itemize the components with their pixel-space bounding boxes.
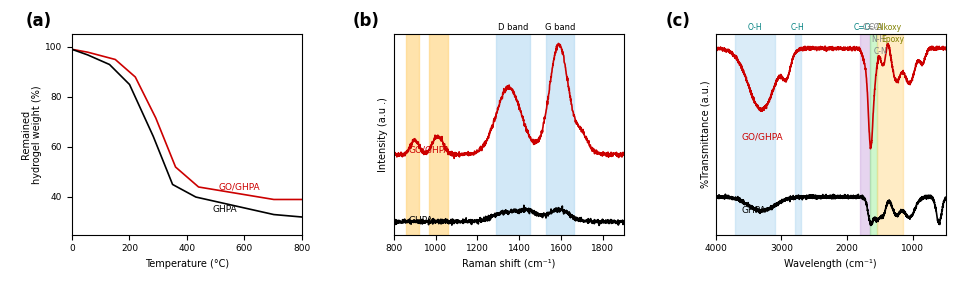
Text: C-H: C-H bbox=[791, 23, 804, 32]
Text: GHPA: GHPA bbox=[213, 205, 237, 214]
Bar bbox=[735, 34, 775, 235]
Text: GHPA: GHPA bbox=[409, 216, 433, 225]
Text: C-N: C-N bbox=[874, 47, 887, 56]
Text: GO/GHPA: GO/GHPA bbox=[409, 145, 450, 154]
Bar bbox=[860, 34, 870, 235]
Bar bbox=[877, 34, 903, 235]
Text: GO/GHPA: GO/GHPA bbox=[742, 132, 783, 141]
Bar bbox=[546, 34, 573, 235]
Bar bbox=[429, 34, 448, 235]
Bar bbox=[496, 34, 530, 235]
Text: (c): (c) bbox=[665, 12, 690, 30]
Bar bbox=[406, 34, 419, 235]
X-axis label: Wavelength (cm⁻¹): Wavelength (cm⁻¹) bbox=[784, 259, 877, 269]
Text: GHPA: GHPA bbox=[742, 206, 767, 214]
Text: D band: D band bbox=[498, 23, 528, 32]
Text: C-O: C-O bbox=[868, 23, 882, 32]
Text: Epoxy: Epoxy bbox=[881, 35, 904, 44]
X-axis label: Raman shift (cm⁻¹): Raman shift (cm⁻¹) bbox=[462, 259, 556, 269]
X-axis label: Temperature (°C): Temperature (°C) bbox=[145, 259, 229, 269]
Text: (a): (a) bbox=[26, 12, 52, 30]
Y-axis label: Remained
hydrogel weight (%): Remained hydrogel weight (%) bbox=[21, 85, 42, 184]
Y-axis label: Intensity (a.u .): Intensity (a.u .) bbox=[378, 97, 388, 172]
Bar bbox=[870, 34, 877, 235]
Text: N-H: N-H bbox=[871, 35, 885, 44]
Bar bbox=[795, 34, 801, 235]
Text: Alkoxy: Alkoxy bbox=[876, 23, 901, 32]
Text: GO/GHPA: GO/GHPA bbox=[219, 182, 260, 191]
Text: C=C: C=C bbox=[862, 23, 879, 32]
Text: C=O: C=O bbox=[854, 23, 872, 32]
Y-axis label: %Transmittance (a.u.): %Transmittance (a.u.) bbox=[700, 81, 710, 188]
Text: (b): (b) bbox=[352, 12, 379, 30]
Text: G band: G band bbox=[545, 23, 575, 32]
Text: O-H: O-H bbox=[748, 23, 762, 32]
